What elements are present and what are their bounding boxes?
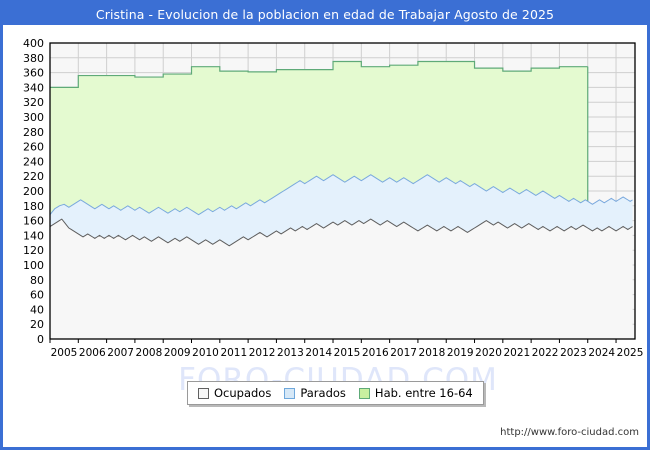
svg-text:2019: 2019 (447, 347, 474, 359)
svg-text:240: 240 (23, 155, 44, 168)
svg-text:180: 180 (23, 200, 44, 213)
population-chart-svg: FORO-CIUDAD.COM 020406080100120140160180… (23, 37, 644, 398)
svg-text:200: 200 (23, 185, 44, 198)
svg-text:60: 60 (30, 289, 44, 302)
chart-canvas: FORO-CIUDAD.COM 0 20 40 60 80 100 120 140 160 180… (3, 25, 647, 447)
svg-text:2023: 2023 (560, 347, 587, 359)
svg-text:2017: 2017 (390, 347, 417, 359)
svg-text:0: 0 (37, 333, 44, 346)
window-title-bar: Cristina - Evolucion de la poblacion en … (3, 3, 647, 25)
svg-text:260: 260 (23, 141, 44, 154)
svg-text:2008: 2008 (136, 347, 163, 359)
svg-text:100: 100 (23, 259, 44, 272)
svg-text:2016: 2016 (362, 347, 389, 359)
legend-swatch-parados (284, 387, 296, 399)
svg-text:2011: 2011 (220, 347, 247, 359)
legend-item-hab-16-64: Hab. entre 16-64 (358, 386, 473, 400)
svg-text:380: 380 (23, 52, 44, 65)
svg-text:2025: 2025 (617, 347, 644, 359)
svg-text:400: 400 (23, 37, 44, 50)
svg-text:2021: 2021 (503, 347, 530, 359)
svg-text:160: 160 (23, 215, 44, 228)
legend-label-ocupados: Ocupados (214, 386, 272, 400)
svg-text:220: 220 (23, 170, 44, 183)
svg-text:2014: 2014 (305, 347, 332, 359)
legend-item-ocupados: Ocupados (198, 386, 271, 400)
svg-text:2007: 2007 (107, 347, 134, 359)
chart-legend: Ocupados Parados Hab. entre 16-64 (187, 381, 484, 405)
svg-text:2024: 2024 (588, 347, 615, 359)
svg-text:300: 300 (23, 111, 44, 124)
svg-text:120: 120 (23, 244, 44, 257)
plot-frame (49, 42, 636, 340)
svg-text:2005: 2005 (51, 347, 78, 359)
legend-swatch-ocupados (198, 387, 209, 399)
svg-text:140: 140 (23, 229, 44, 242)
x-axis-labels: 2005 2006 2007 2008 2009 2010 2011 2012 2013 2014… (49, 339, 644, 359)
svg-text:40: 40 (30, 303, 44, 316)
legend-swatch-hab-16-64 (358, 387, 370, 399)
svg-text:320: 320 (23, 96, 44, 109)
svg-text:80: 80 (30, 274, 44, 287)
legend-label-hab-16-64: Hab. entre 16-64 (374, 386, 473, 400)
svg-text:2012: 2012 (249, 347, 276, 359)
svg-text:2018: 2018 (419, 347, 446, 359)
svg-text:2022: 2022 (532, 347, 559, 359)
svg-text:2010: 2010 (192, 347, 219, 359)
svg-text:2009: 2009 (164, 347, 191, 359)
series-layer (49, 60, 633, 339)
svg-text:2013: 2013 (277, 347, 304, 359)
source-url: http://www.foro-ciudad.com (500, 427, 639, 438)
svg-text:20: 20 (30, 318, 44, 331)
svg-text:360: 360 (23, 67, 44, 80)
svg-text:2015: 2015 (334, 347, 361, 359)
legend-label-parados: Parados (300, 386, 346, 400)
svg-text:340: 340 (23, 81, 44, 94)
svg-text:2020: 2020 (475, 347, 502, 359)
page-title: Cristina - Evolucion de la poblacion en … (95, 6, 555, 22)
legend-item-parados: Parados (284, 386, 346, 400)
svg-text:2006: 2006 (79, 347, 106, 359)
svg-text:280: 280 (23, 126, 44, 139)
